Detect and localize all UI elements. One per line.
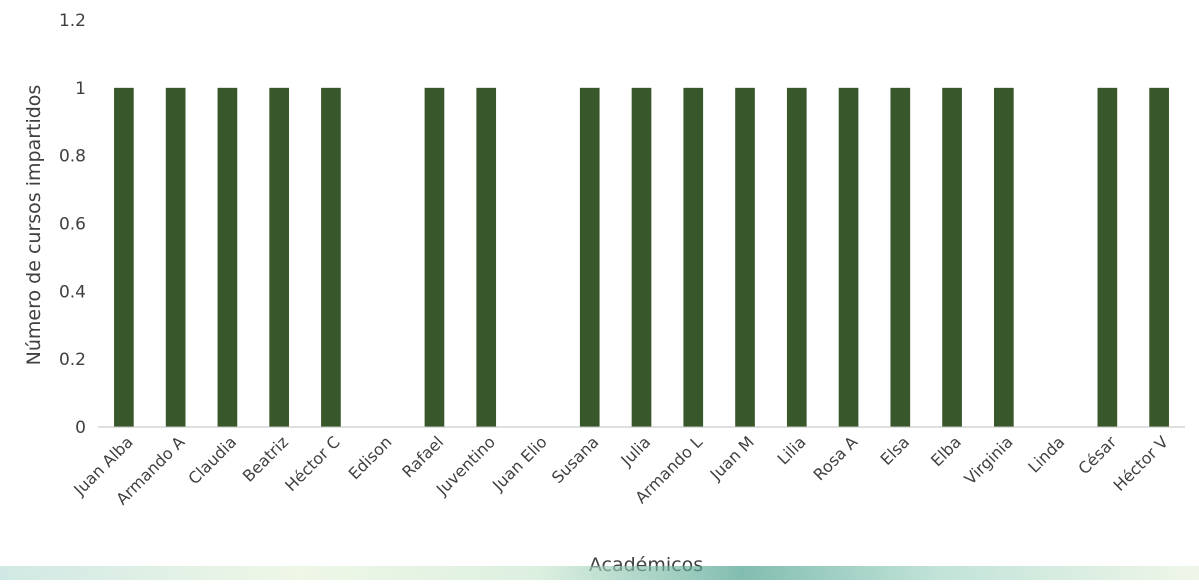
bars-group	[114, 87, 1169, 427]
x-tick-label: Juan Elio	[488, 432, 551, 495]
bar	[269, 87, 290, 427]
x-tick-label: Héctor V	[1109, 432, 1172, 495]
bar	[942, 87, 962, 427]
bar	[1097, 87, 1118, 427]
bar	[735, 87, 755, 427]
y-tick-labels: 0 0.2 0.4 0.6 0.8 1 1.2	[59, 11, 86, 438]
bar	[683, 87, 704, 427]
x-tick-label: Elsa	[877, 432, 914, 469]
bar	[114, 87, 134, 427]
bar	[890, 87, 911, 427]
y-tick-label: 0.2	[59, 350, 86, 370]
x-tick-label: Claudia	[184, 432, 240, 488]
x-tick-label: Héctor C	[281, 432, 344, 495]
bar	[631, 87, 652, 427]
bar	[786, 87, 807, 427]
y-tick-label: 0.8	[59, 147, 86, 167]
bar	[579, 87, 600, 427]
y-axis-title: Número de cursos impartidos	[23, 85, 45, 366]
x-tick-label: Julia	[616, 432, 654, 470]
x-tick-label: Virginia	[961, 432, 1017, 488]
y-tick-label: 1.2	[59, 11, 86, 31]
x-tick-label: Linda	[1024, 432, 1068, 476]
x-tick-label: Rafael	[398, 432, 447, 481]
x-tick-label: Juan M	[706, 432, 758, 484]
bar	[217, 87, 238, 427]
bar	[838, 87, 859, 427]
x-tick-label: Susana	[548, 432, 603, 487]
x-tick-label: Lilia	[774, 432, 810, 468]
x-tick-label: Elba	[927, 432, 965, 470]
y-tick-label: 1	[75, 79, 86, 99]
x-tick-label: César	[1074, 432, 1120, 478]
x-tick-label: Rosa A	[810, 432, 862, 484]
bar	[321, 87, 341, 427]
y-tick-label: 0	[75, 418, 86, 438]
bar	[165, 87, 186, 427]
y-tick-label: 0.6	[59, 215, 86, 235]
bar	[476, 87, 497, 427]
decorative-gradient-strip	[0, 566, 1199, 580]
x-tick-label: Edison	[345, 432, 396, 483]
bar	[424, 87, 445, 427]
bar	[993, 87, 1014, 427]
y-tick-label: 0.4	[59, 282, 86, 302]
bar	[1149, 87, 1169, 427]
